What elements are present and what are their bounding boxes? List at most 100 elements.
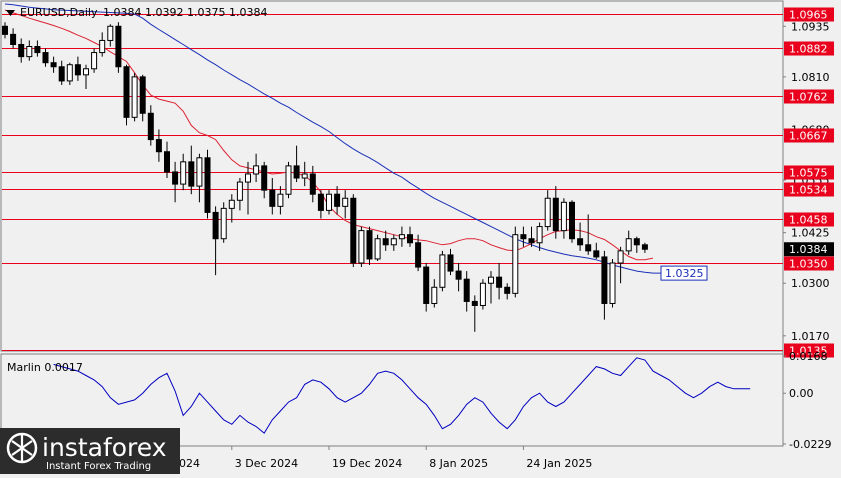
candle[interactable]: [633, 236, 640, 253]
candle[interactable]: [488, 271, 494, 304]
bull-candle-body: [26, 46, 33, 58]
candle[interactable]: [99, 32, 106, 57]
candle[interactable]: [601, 250, 608, 320]
candle[interactable]: [334, 186, 341, 215]
candle[interactable]: [317, 190, 324, 219]
candle[interactable]: [196, 153, 203, 203]
candle[interactable]: [585, 214, 592, 255]
candle[interactable]: [131, 72, 138, 122]
candle[interactable]: [512, 226, 519, 298]
candle[interactable]: [26, 40, 33, 61]
candle[interactable]: [374, 234, 381, 261]
bear-candle-body: [269, 189, 276, 207]
candle[interactable]: [147, 105, 154, 146]
candle[interactable]: [577, 222, 584, 251]
candle[interactable]: [220, 202, 227, 243]
candle[interactable]: [245, 161, 251, 215]
candle[interactable]: [83, 64, 89, 89]
candle[interactable]: [74, 56, 81, 81]
candle[interactable]: [253, 153, 260, 183]
candle[interactable]: [625, 230, 632, 255]
candle[interactable]: [164, 141, 170, 179]
candle[interactable]: [520, 226, 527, 247]
candle[interactable]: [552, 186, 559, 239]
candle[interactable]: [285, 161, 292, 199]
candle[interactable]: [471, 295, 478, 332]
candle[interactable]: [91, 48, 98, 73]
bear-candle-body: [577, 238, 584, 246]
candle[interactable]: [18, 38, 25, 63]
candle[interactable]: [439, 250, 446, 292]
candle[interactable]: [423, 263, 430, 312]
candle[interactable]: [180, 153, 187, 191]
time-tick-label: 19 Dec 2024: [332, 457, 402, 470]
candle[interactable]: [42, 48, 49, 67]
candle[interactable]: [123, 64, 130, 126]
candle[interactable]: [544, 190, 551, 231]
candle[interactable]: [269, 178, 276, 215]
candle[interactable]: [463, 271, 470, 312]
level-tag-label: 1.0882: [789, 43, 828, 56]
level-tag-label: 1.0667: [789, 130, 828, 143]
candle[interactable]: [536, 222, 543, 251]
candle[interactable]: [293, 145, 300, 183]
candle[interactable]: [358, 226, 365, 268]
candle[interactable]: [366, 226, 373, 266]
marlin-tick-label: 0.0168: [789, 350, 828, 363]
candle[interactable]: [342, 190, 349, 219]
candle[interactable]: [188, 145, 195, 195]
level-tag-bg: [784, 343, 834, 358]
candle[interactable]: [107, 24, 114, 47]
candle[interactable]: [139, 74, 146, 122]
candle[interactable]: [415, 234, 422, 272]
candle[interactable]: [115, 22, 122, 73]
candle[interactable]: [34, 40, 41, 57]
candle[interactable]: [455, 263, 462, 292]
marlin-line[interactable]: [53, 357, 751, 434]
candle[interactable]: [50, 56, 57, 73]
bull-candle-body: [617, 250, 624, 264]
marlin-tick-label: -0.0229: [789, 438, 831, 451]
candle[interactable]: [560, 198, 567, 239]
candle[interactable]: [390, 234, 397, 251]
bear-candle-body: [350, 197, 357, 264]
chart-menu-triangle-icon[interactable]: [6, 10, 15, 16]
candle[interactable]: [261, 161, 268, 199]
candle[interactable]: [496, 263, 503, 300]
candle[interactable]: [309, 165, 316, 203]
candle[interactable]: [398, 226, 405, 247]
candle[interactable]: [236, 178, 243, 211]
candle[interactable]: [277, 186, 284, 215]
candle[interactable]: [172, 161, 179, 203]
candle[interactable]: [382, 230, 389, 251]
bear-candle-body: [139, 76, 146, 114]
bear-candle-body: [382, 238, 389, 246]
candle[interactable]: [301, 161, 308, 187]
candle[interactable]: [431, 279, 438, 308]
candle[interactable]: [326, 190, 332, 215]
marlin-tick-label: 0.00: [789, 387, 814, 400]
candle[interactable]: [204, 149, 211, 219]
candle[interactable]: [2, 22, 8, 39]
candle[interactable]: [593, 242, 600, 259]
candle[interactable]: [641, 242, 648, 253]
candle[interactable]: [609, 258, 616, 308]
candle[interactable]: [479, 279, 486, 310]
candle[interactable]: [350, 194, 357, 268]
long-moving-average-line[interactable]: [4, 3, 654, 274]
candle[interactable]: [228, 194, 235, 223]
candle[interactable]: [66, 62, 73, 85]
candle[interactable]: [58, 60, 65, 85]
bear-candle-body: [188, 161, 195, 187]
candle[interactable]: [10, 28, 17, 49]
bull-candle-body: [245, 173, 251, 183]
candle[interactable]: [504, 283, 511, 300]
candle[interactable]: [569, 200, 575, 243]
candle[interactable]: [447, 248, 454, 276]
candle[interactable]: [212, 206, 219, 276]
candle[interactable]: [528, 226, 535, 247]
candle[interactable]: [155, 129, 162, 162]
candle[interactable]: [617, 246, 624, 284]
candle[interactable]: [407, 226, 413, 247]
